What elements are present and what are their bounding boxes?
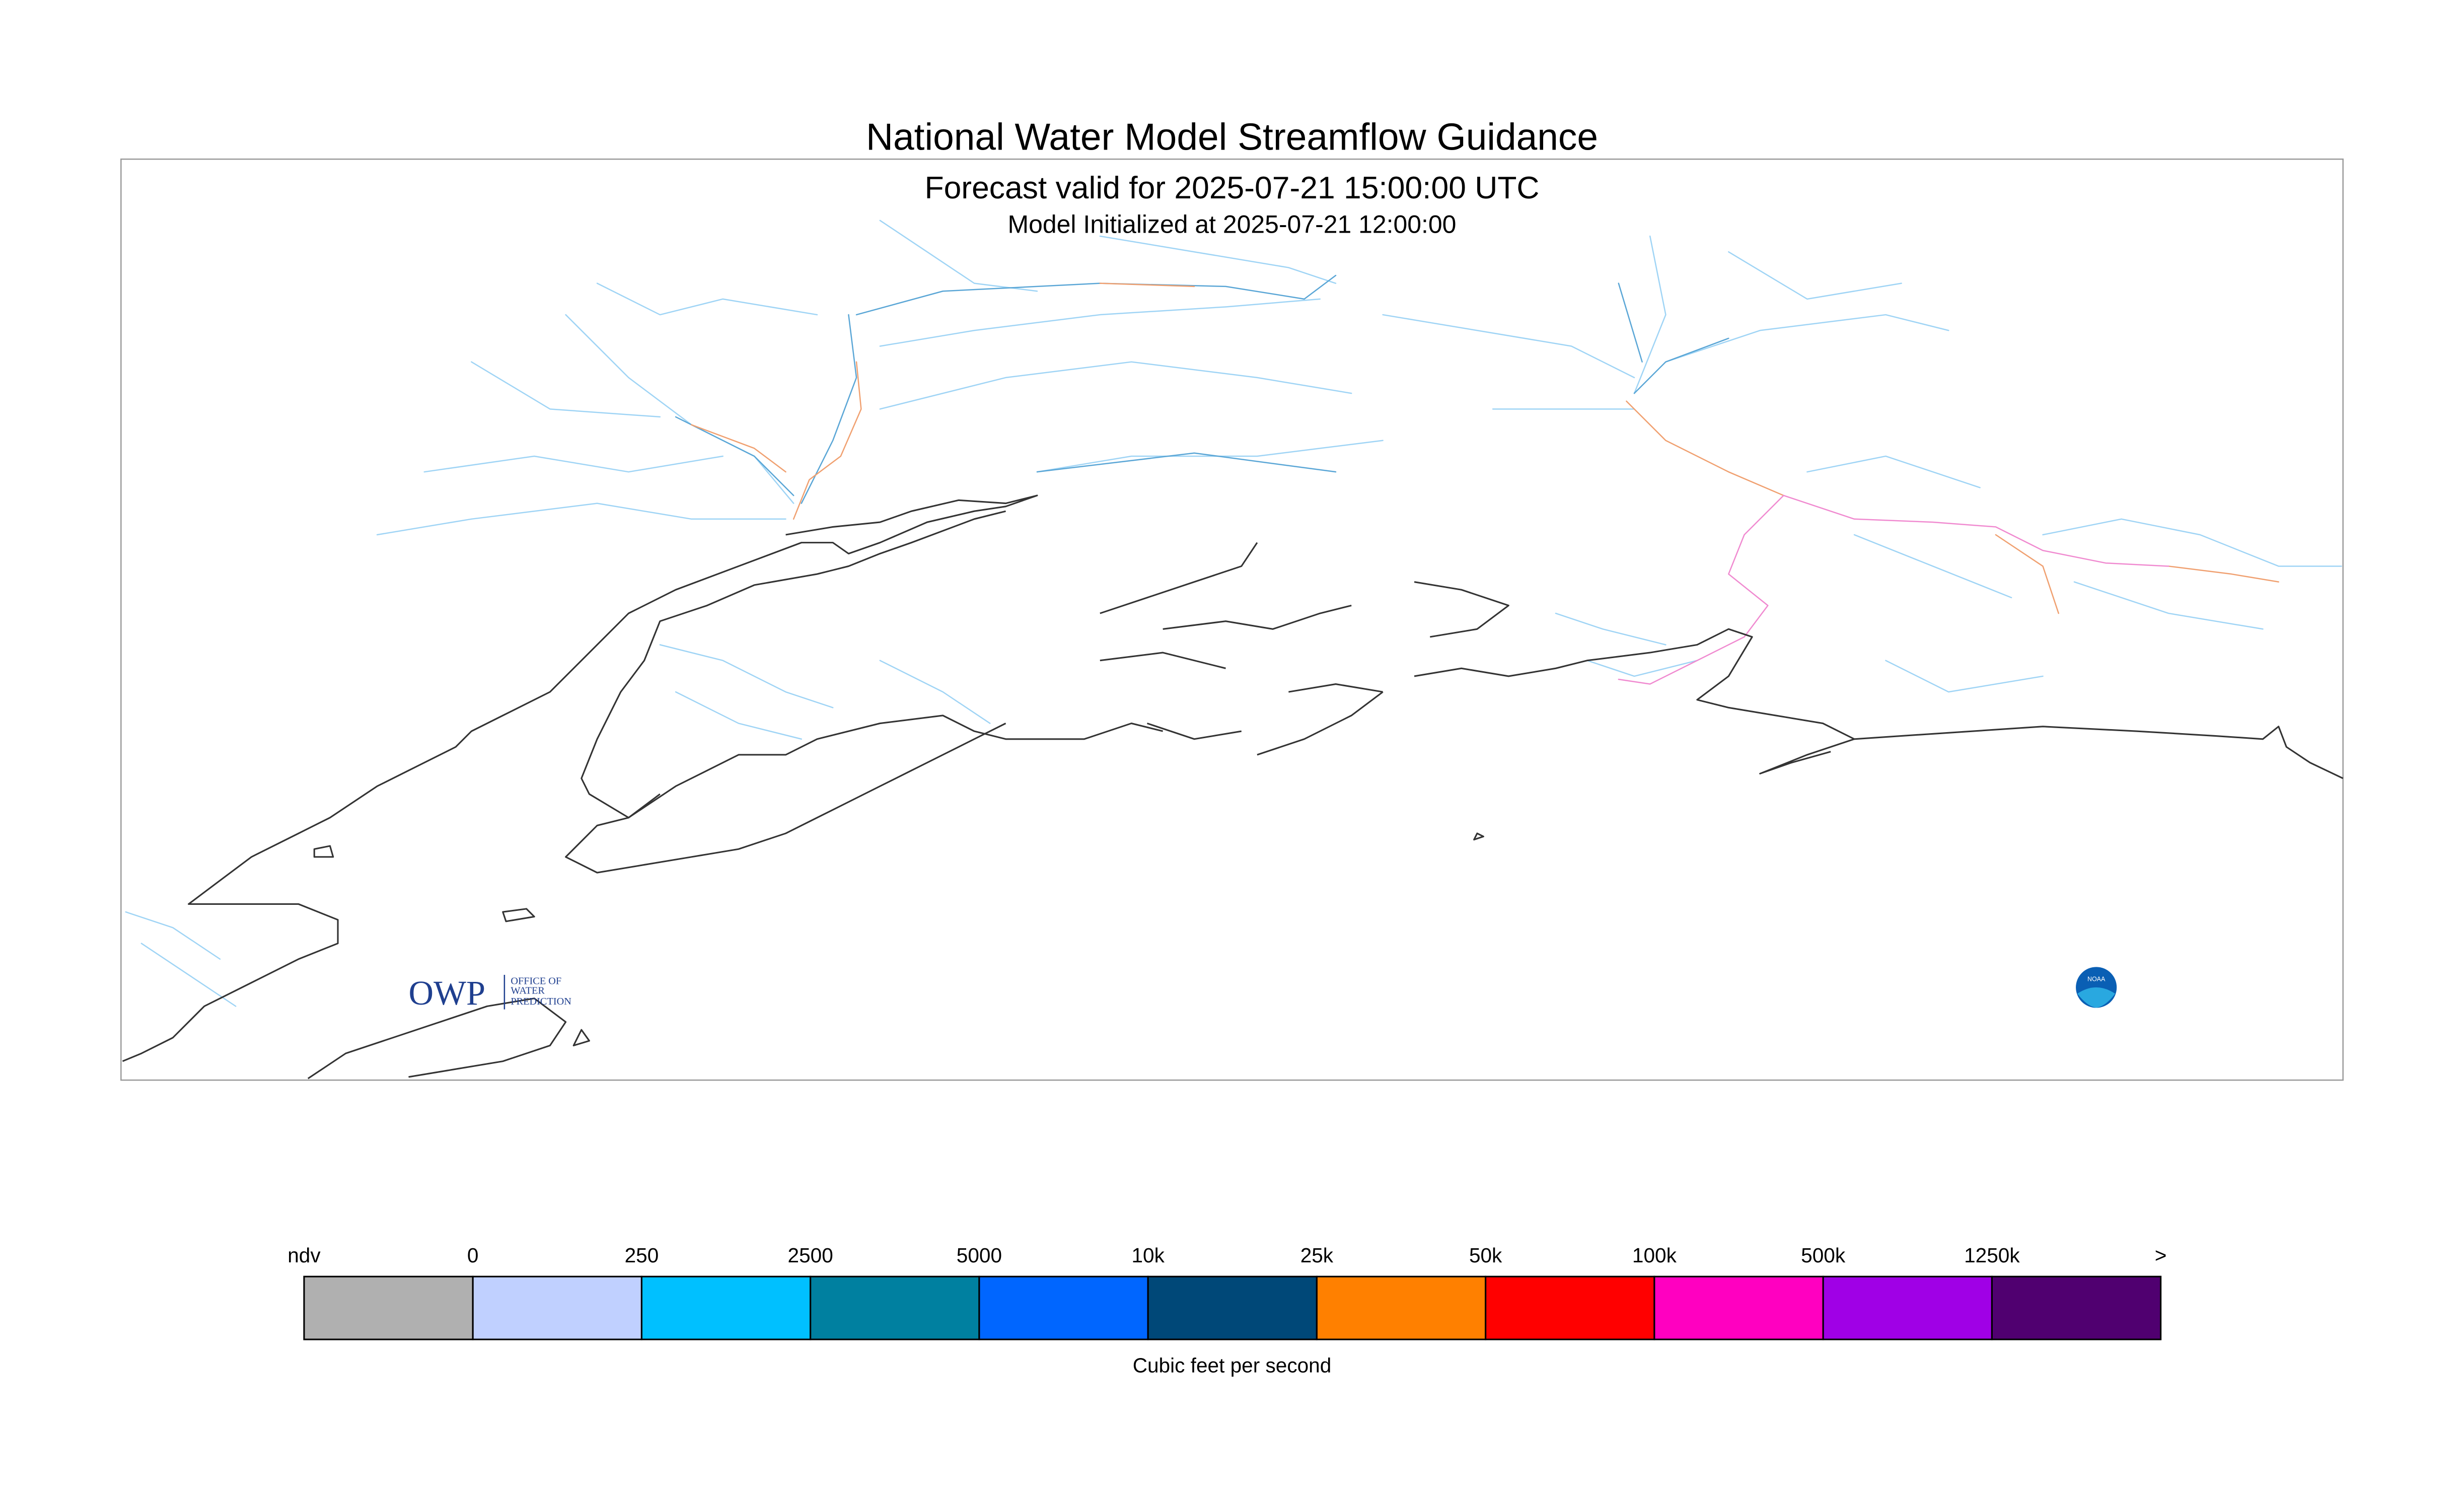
logo-owp: OWP bbox=[409, 974, 486, 1012]
legend-swatch bbox=[1147, 1275, 1318, 1340]
legend-label: ndv bbox=[287, 1244, 321, 1267]
legend-swatch bbox=[1316, 1275, 1487, 1340]
legend-swatch bbox=[810, 1275, 980, 1340]
legend-swatch bbox=[472, 1275, 642, 1340]
logo-line: WATER bbox=[511, 985, 545, 996]
legend-label: 1250k bbox=[1964, 1244, 2020, 1267]
legend-swatch bbox=[978, 1275, 1149, 1340]
rivers bbox=[125, 220, 2342, 1007]
legend-swatch bbox=[303, 1275, 474, 1340]
legend-label: > bbox=[2155, 1244, 2167, 1267]
owp-logo: OWP OFFICE OF WATER PREDICTION bbox=[409, 974, 572, 1012]
legend-label: 25k bbox=[1300, 1244, 1334, 1267]
legend-label: 50k bbox=[1469, 1244, 1502, 1267]
legend-label: 10k bbox=[1131, 1244, 1165, 1267]
legend-label: 250 bbox=[625, 1244, 659, 1267]
noaa-wave bbox=[2077, 987, 2116, 1008]
map-frame bbox=[120, 158, 2344, 1081]
legend-label: 100k bbox=[1632, 1244, 1677, 1267]
noaa-logo: NOAA bbox=[2076, 967, 2117, 1008]
legend-swatch bbox=[1485, 1275, 1655, 1340]
legend: ndv 0 250 2500 5000 10k 25k 50k 100k 500k 1250k > bbox=[287, 1244, 2167, 1340]
coastline bbox=[122, 494, 2344, 1080]
legend-swatch bbox=[1822, 1275, 1993, 1340]
legend-label: 2500 bbox=[788, 1244, 833, 1267]
legend-swatch bbox=[1653, 1275, 1824, 1340]
logo-line: PREDICTION bbox=[511, 996, 571, 1007]
legend-label: 0 bbox=[467, 1244, 479, 1267]
forecast-valid: Forecast valid for 2025-07-21 15:00:00 U… bbox=[924, 170, 1539, 205]
model-initialized: Model Initialized at 2025-07-21 12:00:00 bbox=[1008, 210, 1457, 239]
legend-label: 5000 bbox=[957, 1244, 1002, 1267]
legend-label: 500k bbox=[1801, 1244, 1846, 1267]
logo-line: OFFICE OF bbox=[511, 976, 561, 987]
noaa-text: NOAA bbox=[2087, 975, 2106, 982]
legend-swatch bbox=[1991, 1275, 2162, 1340]
map-title: National Water Model Streamflow Guidance bbox=[866, 115, 1598, 158]
legend-swatch bbox=[640, 1275, 812, 1340]
legend-unit: Cubic feet per second bbox=[1133, 1354, 1332, 1377]
